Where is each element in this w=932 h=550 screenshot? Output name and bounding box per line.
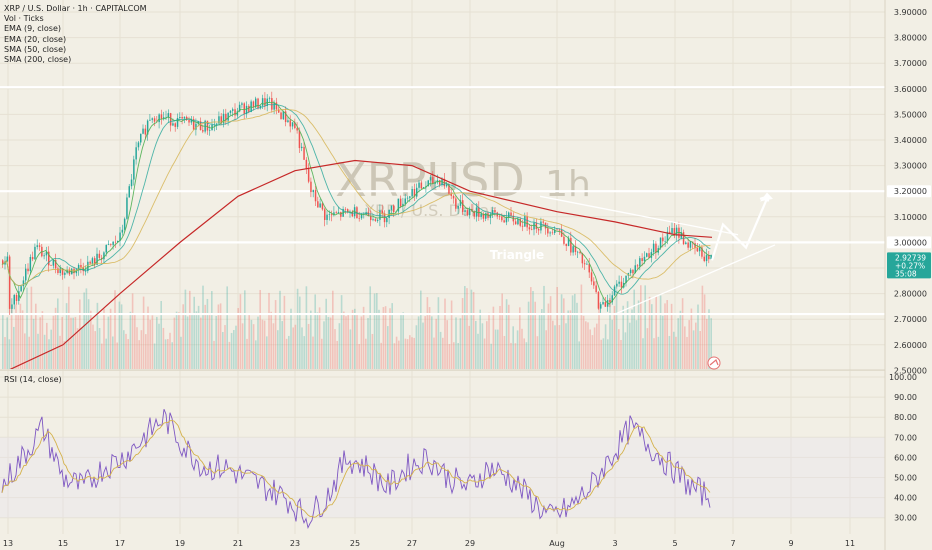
time-tick-label: 11 (845, 539, 855, 548)
volume-bars (2, 284, 712, 369)
legend-sma200[interactable]: SMA (200, close) (4, 55, 72, 65)
rsi-tick-label: 80.00 (894, 413, 917, 422)
time-tick-label: 17 (115, 539, 125, 548)
time-tick-label: 15 (58, 539, 68, 548)
time-tick-label: 19 (175, 539, 185, 548)
time-tick-label: 13 (3, 539, 13, 548)
time-tick-label: 29 (465, 539, 475, 548)
time-tick-label: 23 (290, 539, 300, 548)
price-tick-label: 2.80000 (894, 290, 927, 299)
time-axis[interactable]: 13 15 17 19 21 23 25 27 29 Aug 3 5 7 9 11 (3, 539, 855, 548)
horizontal-levels (0, 86, 885, 316)
time-tick-label: 5 (672, 539, 677, 548)
price-tick-label: 2.60000 (894, 341, 927, 350)
price-axis[interactable]: 3.90000 3.80000 3.70000 3.60000 3.50000 3.400… (887, 8, 931, 375)
price-tick-label: 2.50000 (894, 366, 927, 375)
time-tick-label: 3 (612, 539, 617, 548)
time-tick-label: 27 (407, 539, 417, 548)
rsi-tick-label: 100.00 (889, 373, 917, 382)
price-tick-label: 2.70000 (894, 315, 927, 324)
rsi-pane (1, 409, 711, 529)
rsi-tick-label: 40.00 (894, 494, 917, 503)
price-tick-label: 3.30000 (894, 162, 927, 171)
price-tick-label: 3.90000 (894, 8, 927, 17)
rsi-axis[interactable]: 100.00 90.00 80.00 70.00 60.00 50.00 40.00 30.0… (889, 373, 917, 523)
price-tick-label: 3.80000 (894, 34, 927, 43)
rsi-tick-label: 70.00 (894, 433, 917, 442)
drawings (539, 192, 776, 315)
legend-sma50[interactable]: SMA (50, close) (4, 44, 67, 54)
price-tick-label: 3.20000 (894, 187, 927, 196)
price-tick-label: 3.00000 (894, 238, 927, 247)
price-tick-label: 3.70000 (894, 59, 927, 68)
rsi-legend[interactable]: RSI (14, close) (4, 375, 62, 384)
time-tick-label: 21 (233, 539, 243, 548)
time-tick-label: 25 (350, 539, 360, 548)
chart-legend: XRP / U.S. Dollar · 1h · CAPITALCOM Vol … (4, 4, 147, 65)
price-tag-change: +0.27% (895, 261, 925, 270)
legend-vol[interactable]: Vol · Ticks (4, 14, 44, 24)
time-tick-label: Aug (549, 539, 565, 548)
annotation-triangle: Triangle (490, 248, 544, 262)
rsi-tick-label: 60.00 (894, 453, 917, 462)
legend-title[interactable]: XRP / U.S. Dollar · 1h · CAPITALCOM (4, 4, 147, 13)
price-tick-label: 3.60000 (894, 85, 927, 94)
rsi-tick-label: 90.00 (894, 393, 917, 402)
legend-ema9[interactable]: EMA (9, close) (4, 24, 61, 34)
rsi-tick-label: 30.00 (894, 514, 917, 523)
price-tag-value: 2.92739 (895, 253, 926, 262)
price-tick-label: 3.10000 (894, 213, 927, 222)
price-tick-label: 3.50000 (894, 110, 927, 119)
price-tag-time: 35:08 (895, 269, 917, 278)
time-tick-label: 7 (730, 539, 735, 548)
legend-ema20[interactable]: EMA (20, close) (4, 34, 67, 44)
price-tick-label: 3.40000 (894, 136, 927, 145)
time-tick-label: 9 (788, 539, 793, 548)
current-price-tag: 2.92739+0.27%35:08 (887, 252, 931, 279)
rsi-tick-label: 50.00 (894, 474, 917, 483)
replay-icon[interactable] (707, 356, 721, 370)
moving-averages (1, 101, 713, 369)
